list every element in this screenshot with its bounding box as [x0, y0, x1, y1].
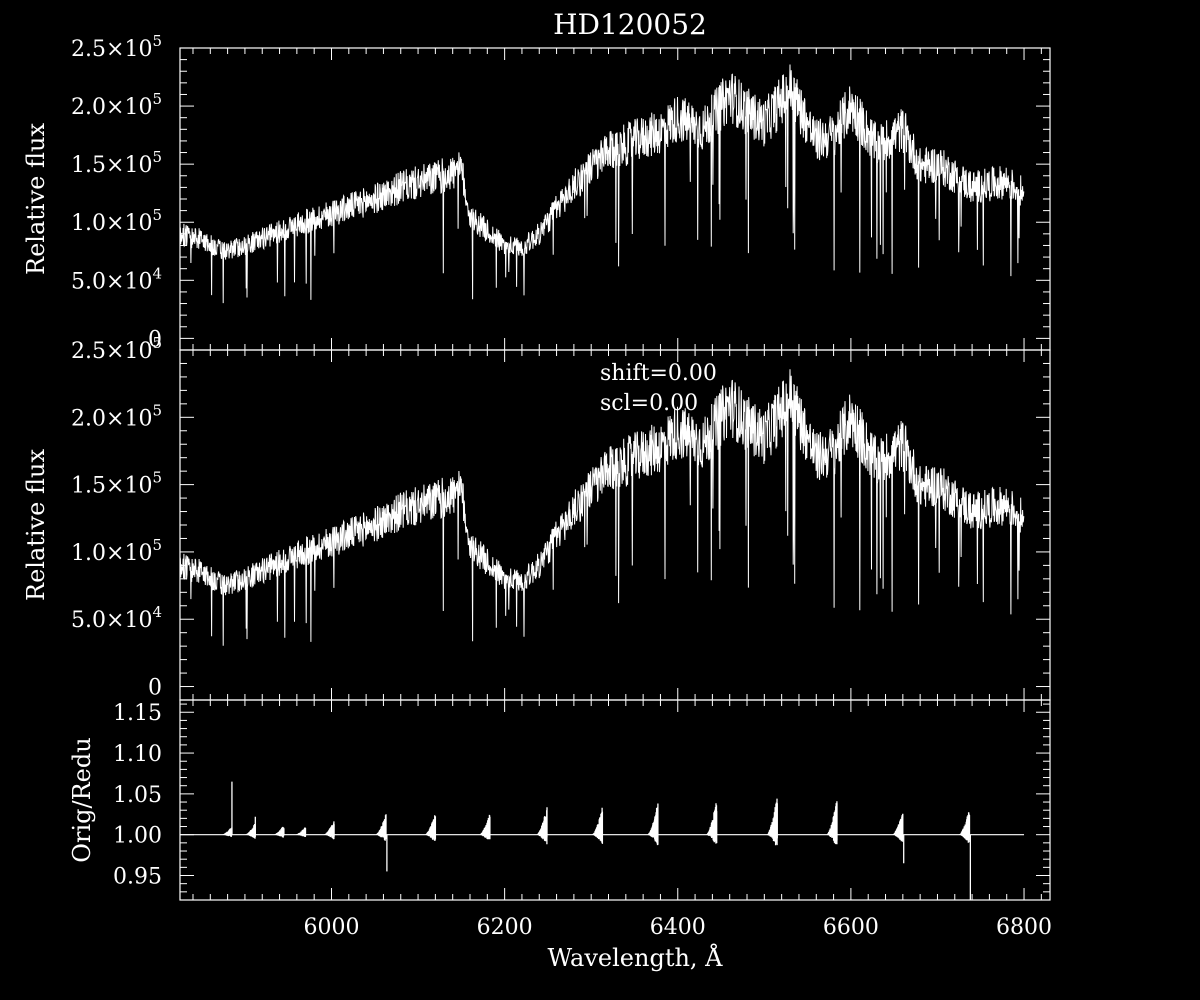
order-edge-feature	[244, 824, 256, 839]
y-axis-label: Relative flux	[22, 449, 50, 601]
order-edge-feature	[323, 821, 335, 840]
panel-top: 0 5.0×104 1.0×105 1.5×105 2.0×105 2.5×105 Rela…	[22, 32, 1051, 352]
annotation: shift=0.00	[600, 361, 717, 386]
y-ticks	[180, 703, 1050, 901]
x-ticks	[192, 350, 1042, 700]
order-edge-feature	[826, 801, 838, 845]
y-tick-label: 0	[148, 676, 162, 701]
x-tick-label: 6200	[477, 915, 533, 940]
order-edge-feature	[295, 827, 307, 837]
order-edge-feature	[375, 814, 387, 841]
y-axis-label: Orig/Redu	[68, 737, 96, 862]
y-tick-label: 2.5×105	[71, 32, 162, 62]
order-edge-feature	[536, 807, 548, 845]
x-axis-label: Wavelength, Å	[547, 943, 723, 972]
order-edge-feature	[958, 812, 971, 843]
order-edge-feature	[591, 807, 604, 844]
y-tick-label: 5.0×104	[71, 603, 162, 633]
panel-middle: 0 5.0×104 1.0×105 1.5×105 2.0×105 2.5×105 Rela…	[22, 334, 1051, 701]
y-ticks	[180, 47, 1050, 351]
annotation: scl=0.00	[600, 391, 698, 416]
flux-series	[180, 64, 1025, 304]
y-ticks	[180, 349, 1050, 701]
y-tick-label: 1.5×105	[71, 148, 162, 178]
order-edge-feature	[424, 815, 437, 841]
order-edge-feature	[766, 798, 778, 846]
y-tick-label: 1.05	[113, 783, 162, 808]
order-edge-feature	[479, 814, 491, 840]
order-edge-feature	[273, 826, 285, 838]
y-tick-label: 2.0×105	[71, 401, 162, 431]
y-tick-label: 1.5×105	[71, 469, 162, 499]
y-tick-label: 2.5×105	[71, 334, 162, 364]
y-tick-label: 1.10	[113, 742, 162, 767]
figure-title: HD120052	[553, 8, 707, 41]
y-tick-label: 2.0×105	[71, 90, 162, 120]
x-tick-label: 6000	[303, 915, 359, 940]
x-tick-label: 6400	[650, 915, 706, 940]
y-tick-label: 1.0×105	[71, 206, 162, 236]
y-tick-label: 1.15	[113, 701, 162, 726]
plot-frame	[179, 699, 1051, 901]
x-tick-label: 6800	[996, 915, 1052, 940]
y-tick-label: 1.00	[113, 824, 162, 849]
y-tick-label: 1.0×105	[71, 536, 162, 566]
y-tick-label: 0.95	[113, 865, 162, 890]
panels: 0 5.0×104 1.0×105 1.5×105 2.0×105 2.5×105 Rela…	[22, 32, 1052, 972]
order-edge-feature	[221, 827, 233, 837]
flux-series	[180, 369, 1025, 646]
x-ticks	[192, 48, 1042, 350]
y-tick-label: 5.0×104	[71, 264, 162, 294]
x-tick-label: 6600	[823, 915, 879, 940]
order-edge-feature	[892, 813, 904, 842]
x-ticks	[192, 700, 1042, 900]
order-edge-feature	[647, 803, 659, 846]
panel-bottom: 6000 6200 6400 6600 6800 0.95 1.00 1.05 1.10 1.15…	[68, 699, 1052, 972]
y-axis-label: Relative flux	[22, 123, 50, 275]
y-tick-label: 0	[148, 327, 162, 352]
order-edge-feature	[706, 803, 718, 844]
